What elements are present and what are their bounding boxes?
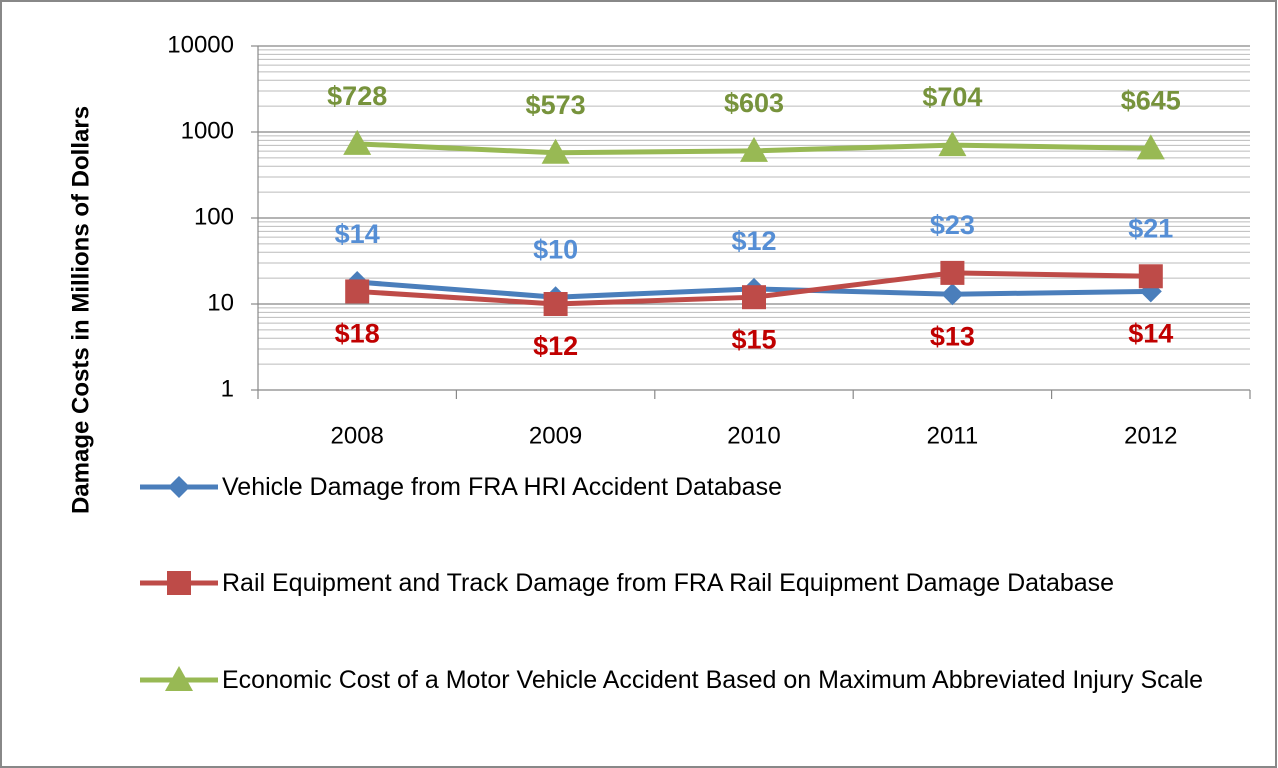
data-point [543,292,568,316]
legend-label: Vehicle Damage from FRA HRI Accident Dat… [222,473,782,501]
y-tick-label: 10000 [167,31,234,58]
y-tick-label: 1000 [181,117,234,144]
data-label: $12 [731,226,776,256]
legend-swatch-marker [167,571,191,595]
y-tick-label: 10 [207,289,234,316]
data-label: $12 [533,331,578,361]
legend-swatch-marker [165,666,193,691]
legend-swatch-marker [168,476,190,498]
x-tick-label: 2012 [1124,422,1177,449]
data-label: $21 [1128,213,1173,243]
x-tick-label: 2010 [727,422,780,449]
data-label: $573 [526,90,586,120]
data-point [1136,134,1165,160]
data-label: $728 [327,81,387,111]
data-label: $23 [930,210,975,240]
data-point [941,283,964,306]
data-point [1138,264,1163,289]
data-point [345,279,370,304]
data-label: $10 [533,234,578,264]
data-label: $645 [1121,86,1181,116]
data-label: $704 [922,82,982,112]
data-label: $14 [335,219,380,249]
data-point [742,285,766,310]
legend-label: Economic Cost of a Motor Vehicle Acciden… [222,666,1204,694]
data-point [740,136,768,162]
y-axis-title: Damage Costs in Millions of Dollars [67,106,94,514]
legend-label: Rail Equipment and Track Damage from FRA… [222,569,1115,597]
data-point [938,131,967,157]
data-label: $15 [731,324,776,354]
data-point [940,260,965,285]
x-tick-label: 2011 [927,422,979,449]
data-label: $13 [930,321,975,351]
x-tick-label: 2008 [331,422,384,449]
y-tick-label: 1 [221,375,234,402]
data-label: $14 [1128,319,1173,349]
x-tick-label: 2009 [529,422,582,449]
data-label: $603 [724,88,784,118]
y-tick-label: 100 [194,203,234,230]
data-label: $18 [335,319,380,349]
data-point [343,129,372,155]
data-point [541,138,570,164]
